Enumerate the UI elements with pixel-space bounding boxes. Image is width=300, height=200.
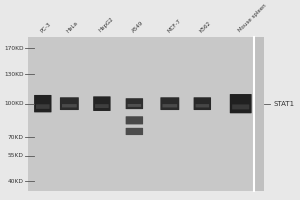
FancyBboxPatch shape xyxy=(60,97,79,110)
FancyBboxPatch shape xyxy=(126,116,143,124)
Text: PC-3: PC-3 xyxy=(39,21,52,33)
FancyBboxPatch shape xyxy=(254,37,264,191)
Text: 170KD: 170KD xyxy=(4,46,24,51)
FancyBboxPatch shape xyxy=(162,104,177,107)
FancyBboxPatch shape xyxy=(196,104,209,107)
FancyBboxPatch shape xyxy=(126,98,143,109)
FancyBboxPatch shape xyxy=(36,104,50,109)
FancyBboxPatch shape xyxy=(160,97,179,110)
Text: K562: K562 xyxy=(199,20,212,33)
Text: 130KD: 130KD xyxy=(4,72,24,77)
FancyBboxPatch shape xyxy=(95,104,109,108)
FancyBboxPatch shape xyxy=(194,97,211,110)
FancyBboxPatch shape xyxy=(128,104,141,107)
FancyBboxPatch shape xyxy=(126,128,143,135)
Text: 55KD: 55KD xyxy=(8,153,24,158)
Text: HeLa: HeLa xyxy=(66,20,79,33)
Text: 100KD: 100KD xyxy=(4,101,24,106)
Text: 40KD: 40KD xyxy=(8,179,24,184)
Text: A549: A549 xyxy=(131,20,144,33)
Text: HepG2: HepG2 xyxy=(98,16,115,33)
FancyBboxPatch shape xyxy=(28,37,264,191)
FancyBboxPatch shape xyxy=(34,95,52,112)
Text: Mouse spleen: Mouse spleen xyxy=(237,3,267,33)
FancyBboxPatch shape xyxy=(232,104,249,109)
Text: STAT1: STAT1 xyxy=(273,101,294,107)
Text: 70KD: 70KD xyxy=(8,135,24,140)
FancyBboxPatch shape xyxy=(230,94,252,113)
FancyBboxPatch shape xyxy=(62,104,77,107)
FancyBboxPatch shape xyxy=(93,96,111,111)
Text: MCF-7: MCF-7 xyxy=(166,18,182,33)
